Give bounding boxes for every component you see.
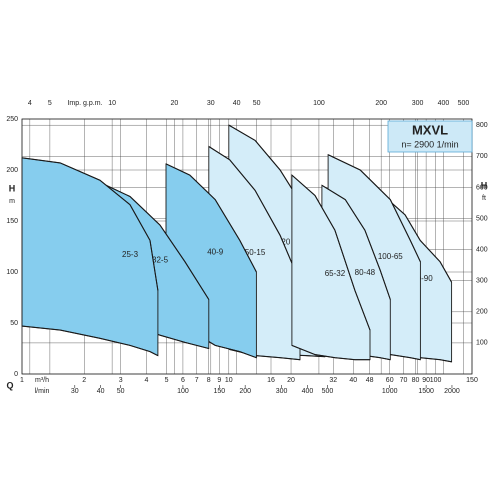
upper-curve	[208, 146, 301, 283]
y2-tick-label: 600	[476, 184, 488, 191]
y2-tick-label: 200	[476, 309, 488, 316]
gpm-tick-label: 20	[170, 100, 178, 107]
x-tick-label: 4	[145, 377, 149, 384]
x-tick-label: 48	[366, 377, 374, 384]
model-speed: n= 2900 1/min	[401, 139, 458, 149]
lower-curve	[21, 325, 159, 357]
lmin-tick-label: 100	[177, 388, 189, 395]
upper-curve	[321, 184, 391, 300]
region-label: 25-3	[122, 250, 139, 259]
lower-curve	[291, 344, 370, 361]
region-label: 80-48	[355, 268, 376, 277]
x-tick-label: 90	[422, 377, 430, 384]
region-label: 40-9	[207, 248, 224, 257]
y-axis-unit: m	[9, 198, 15, 205]
region-label: 100-65	[378, 252, 403, 261]
gpm-tick-label: 50	[253, 100, 261, 107]
x-tick-label: 2	[82, 377, 86, 384]
y-tick-label: 250	[6, 116, 18, 123]
lmin-label: l/min	[35, 388, 50, 395]
labels: Imp. g.p.m. Q m³/h l/min H m H ft MXVL n…	[6, 100, 487, 395]
lmin-tick-label: 1500	[418, 388, 434, 395]
gpm-tick-label: 5	[48, 100, 52, 107]
model-box	[387, 120, 473, 153]
x-tick-label: 9	[217, 377, 221, 384]
y2-axis-h: H	[481, 180, 488, 190]
m3h-label: m³/h	[35, 377, 49, 384]
gpm-tick-label: 30	[207, 100, 215, 107]
y-axis-h: H	[9, 183, 16, 193]
lmin-tick-label: 200	[239, 388, 251, 395]
regions: 50-2050-15100-90100-6580-4865-3240-932-5…	[21, 124, 453, 363]
x-tick-label: 100	[430, 377, 442, 384]
x-tick-label: 32	[329, 377, 337, 384]
gpm-tick-label: 500	[458, 100, 470, 107]
q-label: Q	[6, 380, 13, 390]
upper-curve	[103, 183, 210, 300]
gpm-tick-label: 40	[233, 100, 241, 107]
x-tick-label: 150	[466, 377, 478, 384]
gpm-tick-label: 4	[28, 100, 32, 107]
lmin-tick-label: 150	[213, 388, 225, 395]
upper-curve	[327, 154, 421, 263]
gpm-tick-label: 10	[108, 100, 116, 107]
x-tick-label: 8	[207, 377, 211, 384]
gpm-tick-label: 100	[313, 100, 325, 107]
y-tick-label: 50	[10, 320, 18, 327]
x-tick-label: 70	[400, 377, 408, 384]
y-tick-label: 200	[6, 167, 18, 174]
x-tick-label: 40	[349, 377, 357, 384]
y2-tick-label: 300	[476, 278, 488, 285]
lmin-tick-label: 50	[117, 388, 125, 395]
y2-tick-label: 500	[476, 215, 488, 222]
upper-curve	[21, 157, 159, 291]
y2-tick-label: 800	[476, 122, 488, 129]
y2-tick-label: 400	[476, 246, 488, 253]
x-tick-label: 10	[225, 377, 233, 384]
lmin-tick-label: 400	[302, 388, 314, 395]
lmin-tick-label: 500	[322, 388, 334, 395]
y-tick-label: 100	[6, 269, 18, 276]
x-tick-label: 7	[195, 377, 199, 384]
model-title: MXVL	[412, 122, 448, 137]
lmin-tick-label: 1000	[382, 388, 398, 395]
plot-frame	[21, 118, 473, 375]
x-tick-label: 20	[287, 377, 295, 384]
y2-axis-unit: ft	[482, 195, 486, 202]
gpm-tick-label: 200	[375, 100, 387, 107]
x-tick-label: 1	[20, 377, 24, 384]
gpm-tick-label: 300	[412, 100, 424, 107]
y-tick-label: 0	[14, 371, 18, 378]
upper-curve	[291, 174, 371, 331]
top-axis-label: Imp. g.p.m.	[67, 100, 102, 107]
x-tick-label: 60	[386, 377, 394, 384]
region-label: 50-15	[245, 248, 266, 257]
region-label: 32-5	[152, 255, 169, 264]
y2-tick-label: 100	[476, 340, 488, 347]
x-tick-label: 16	[267, 377, 275, 384]
upper-curve	[165, 163, 257, 273]
upper-curve	[387, 199, 453, 283]
x-tick-label: 3	[119, 377, 123, 384]
region-label: 65-32	[325, 269, 346, 278]
lmin-tick-label: 30	[71, 388, 79, 395]
x-tick-label: 6	[181, 377, 185, 384]
lmin-tick-label: 300	[276, 388, 288, 395]
y-tick-label: 150	[6, 218, 18, 225]
x-tick-label: 80	[412, 377, 420, 384]
x-tick-label: 5	[165, 377, 169, 384]
y2-tick-label: 700	[476, 153, 488, 160]
gpm-tick-label: 400	[438, 100, 450, 107]
lmin-tick-label: 40	[97, 388, 105, 395]
lmin-tick-label: 2000	[444, 388, 460, 395]
